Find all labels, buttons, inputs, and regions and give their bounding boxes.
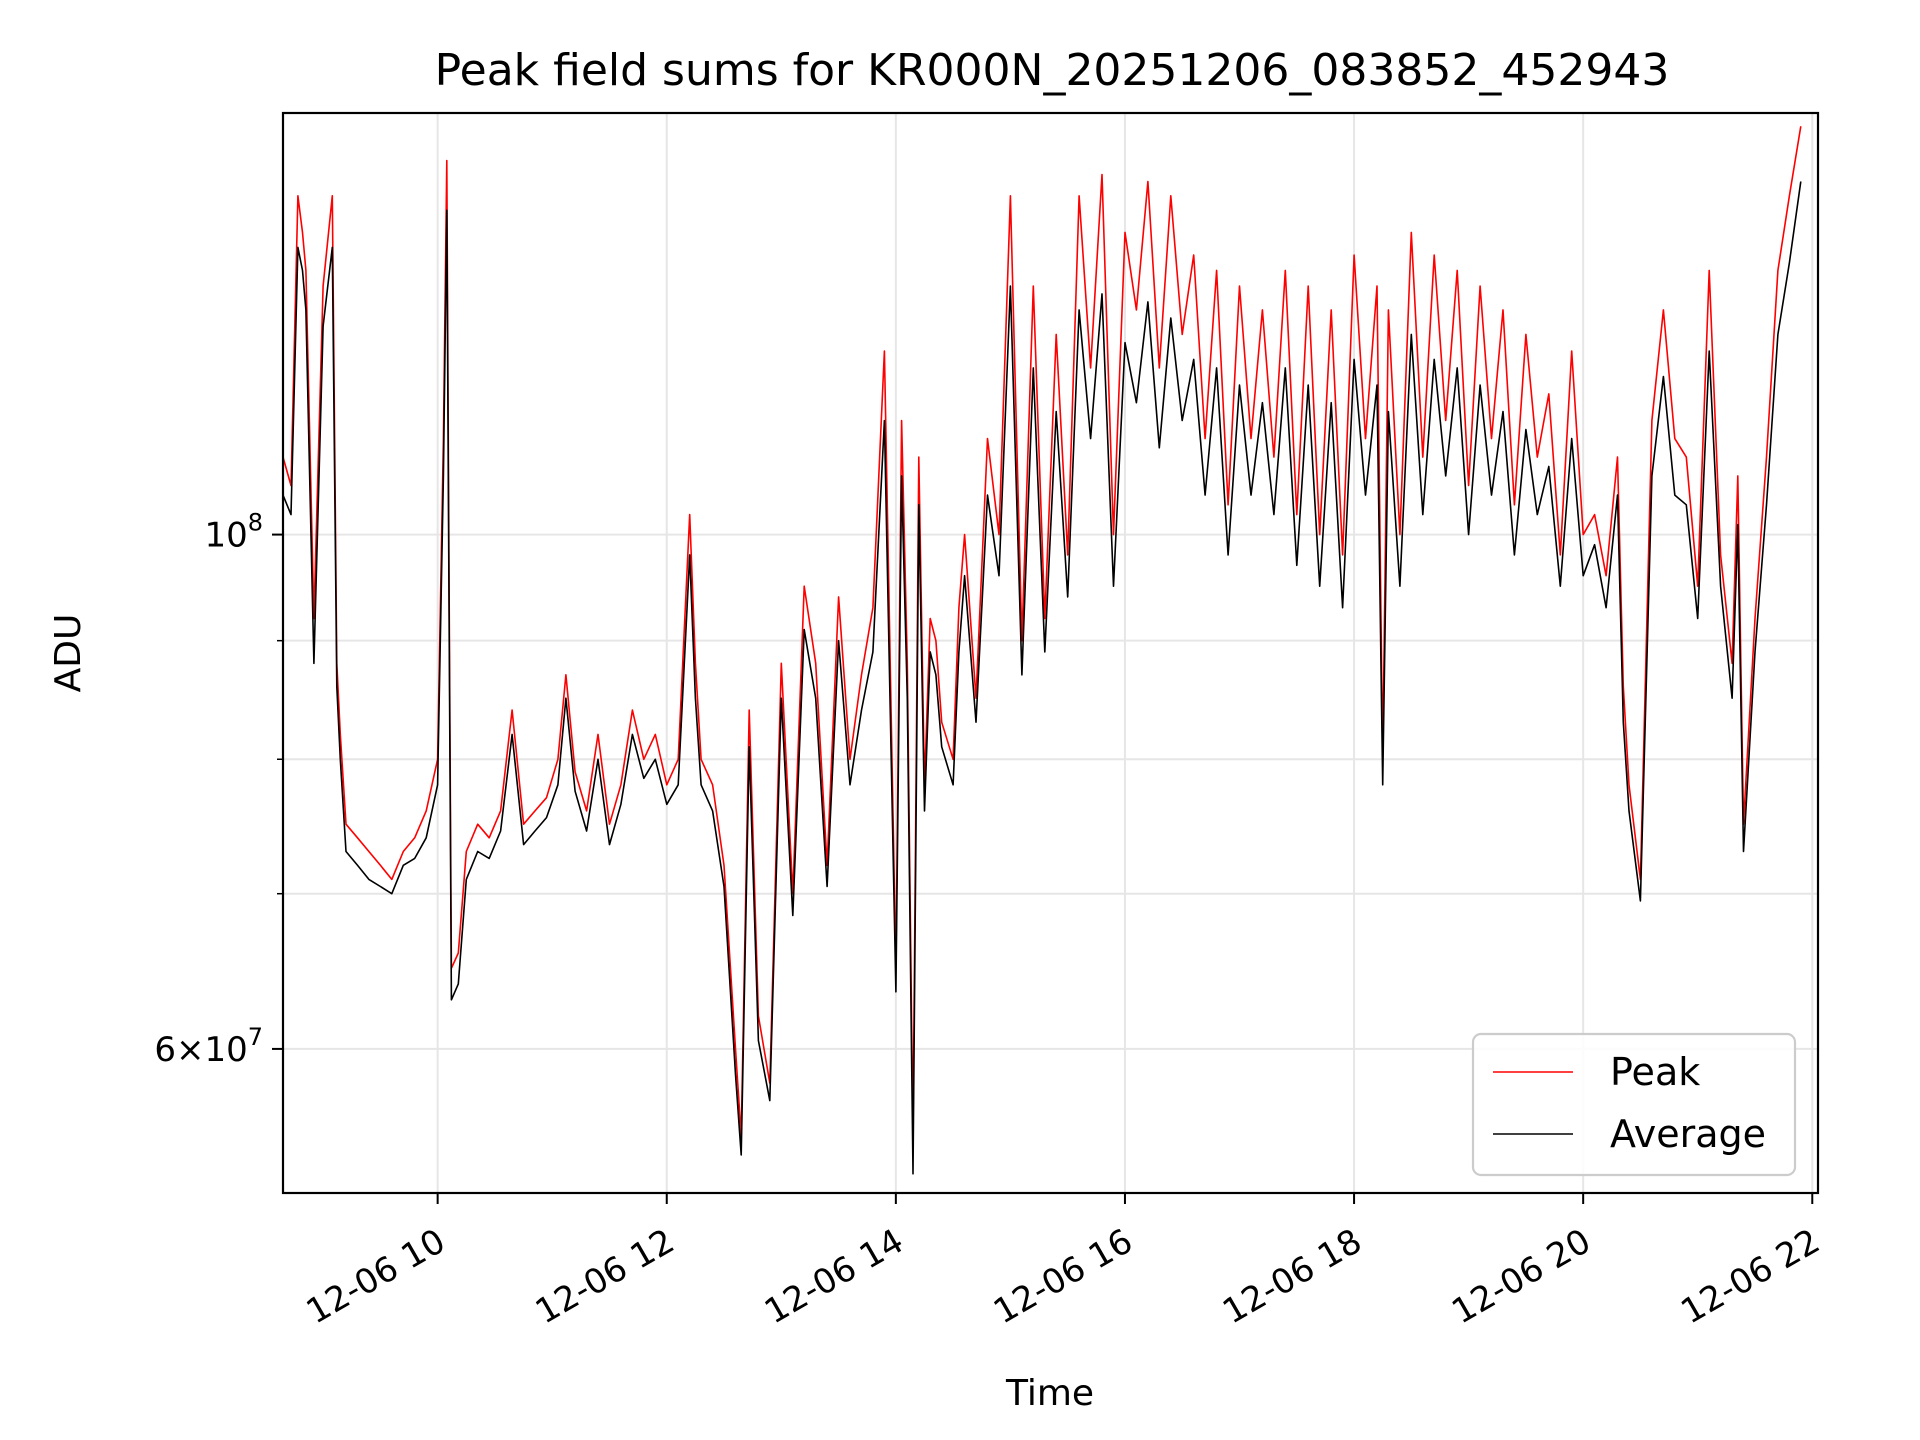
- y-tick-label: 108: [204, 509, 263, 556]
- chart-title: Peak field sums for KR000N_20251206_0838…: [435, 45, 1670, 96]
- legend-average-label: Average: [1610, 1112, 1766, 1156]
- legend: Peak Average: [1471, 1032, 1797, 1177]
- y-tick-exponent: 7: [248, 1023, 263, 1051]
- y-tick-mult: ×: [176, 1030, 205, 1070]
- y-tick-label: 6×107: [154, 1023, 263, 1070]
- y-tick-base: 6: [154, 1030, 176, 1070]
- legend-box: [1471, 1032, 1797, 1177]
- y-tick-pow: 10: [204, 1030, 247, 1070]
- plot-background: [283, 113, 1818, 1193]
- y-tick-pow: 10: [204, 516, 247, 556]
- y-tick-exponent: 8: [248, 509, 263, 537]
- series-line-peak: [282, 126, 1802, 1138]
- series-line-average: [282, 181, 1802, 1175]
- plot-frame: [281, 111, 1820, 1195]
- y-axis-label: ADU: [48, 614, 89, 693]
- x-axis-label: Time: [1005, 1373, 1094, 1414]
- legend-peak-label: Peak: [1610, 1050, 1700, 1094]
- series-lines: [282, 126, 1802, 1175]
